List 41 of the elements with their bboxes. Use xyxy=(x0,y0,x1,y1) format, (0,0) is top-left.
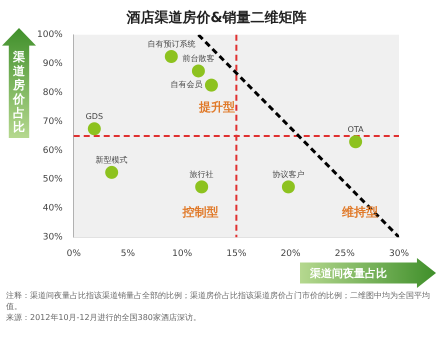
x-tick-label: 10% xyxy=(172,248,193,259)
annotation: 控制型 xyxy=(182,205,219,220)
y-tick-label: 90% xyxy=(42,59,64,70)
point xyxy=(164,50,178,63)
x-tick-label: 0% xyxy=(66,248,82,259)
y-tick-label: 40% xyxy=(42,204,64,214)
annotation: 前台散客 xyxy=(182,54,214,64)
point xyxy=(105,166,118,179)
point xyxy=(349,135,362,148)
annotation: GDS xyxy=(86,112,104,121)
y-tick-label: 60% xyxy=(42,146,64,156)
y-axis-title: 渠道房价占比 xyxy=(13,50,25,134)
annotation: 协议客户 xyxy=(272,170,304,179)
point xyxy=(195,180,208,194)
point xyxy=(204,78,218,92)
annotation: 自有会员 xyxy=(170,80,202,90)
annotation: 自有预订系统 xyxy=(147,40,196,49)
y-tick-label: 80% xyxy=(42,88,64,98)
y-tick-label: 30% xyxy=(42,232,64,243)
up-arrow-label: 渠道房价占比 xyxy=(2,28,36,138)
y-tick-label: 70% xyxy=(42,116,64,127)
x-tick-label: 15% xyxy=(226,248,247,259)
x-tick-label: 30% xyxy=(388,248,410,259)
annotation: 旅行社 xyxy=(190,170,214,179)
source-note: 来源：2012年10月-12月进行的全国380家酒店深访。 xyxy=(6,312,202,323)
point xyxy=(88,122,101,136)
x-tick-label: 25% xyxy=(334,248,356,259)
chart-title: 酒店渠道房价&销量二维矩阵 xyxy=(125,9,307,26)
text: 注释：渠道间夜量占比指该渠道销量占全部的比例；渠道房价占比指该渠道房价占门市价的比例；二维图中均为全国平均值。 xyxy=(6,290,431,312)
point xyxy=(192,64,205,78)
right-arrow-label: 渠道间夜量占比 xyxy=(300,258,436,288)
point xyxy=(282,180,295,194)
y-tick-label: 100% xyxy=(36,30,64,40)
annotation: OTA xyxy=(348,124,364,134)
annotation: 提升型 xyxy=(198,100,235,114)
y-tick-label: 50% xyxy=(42,174,64,185)
annotation: 新型模式 xyxy=(96,156,128,165)
x-axis-title: 渠道间夜量占比 xyxy=(310,266,387,280)
x-tick-label: 5% xyxy=(120,248,136,259)
annotation: 维持型 xyxy=(340,205,378,220)
x-tick-label: 20% xyxy=(280,248,302,259)
